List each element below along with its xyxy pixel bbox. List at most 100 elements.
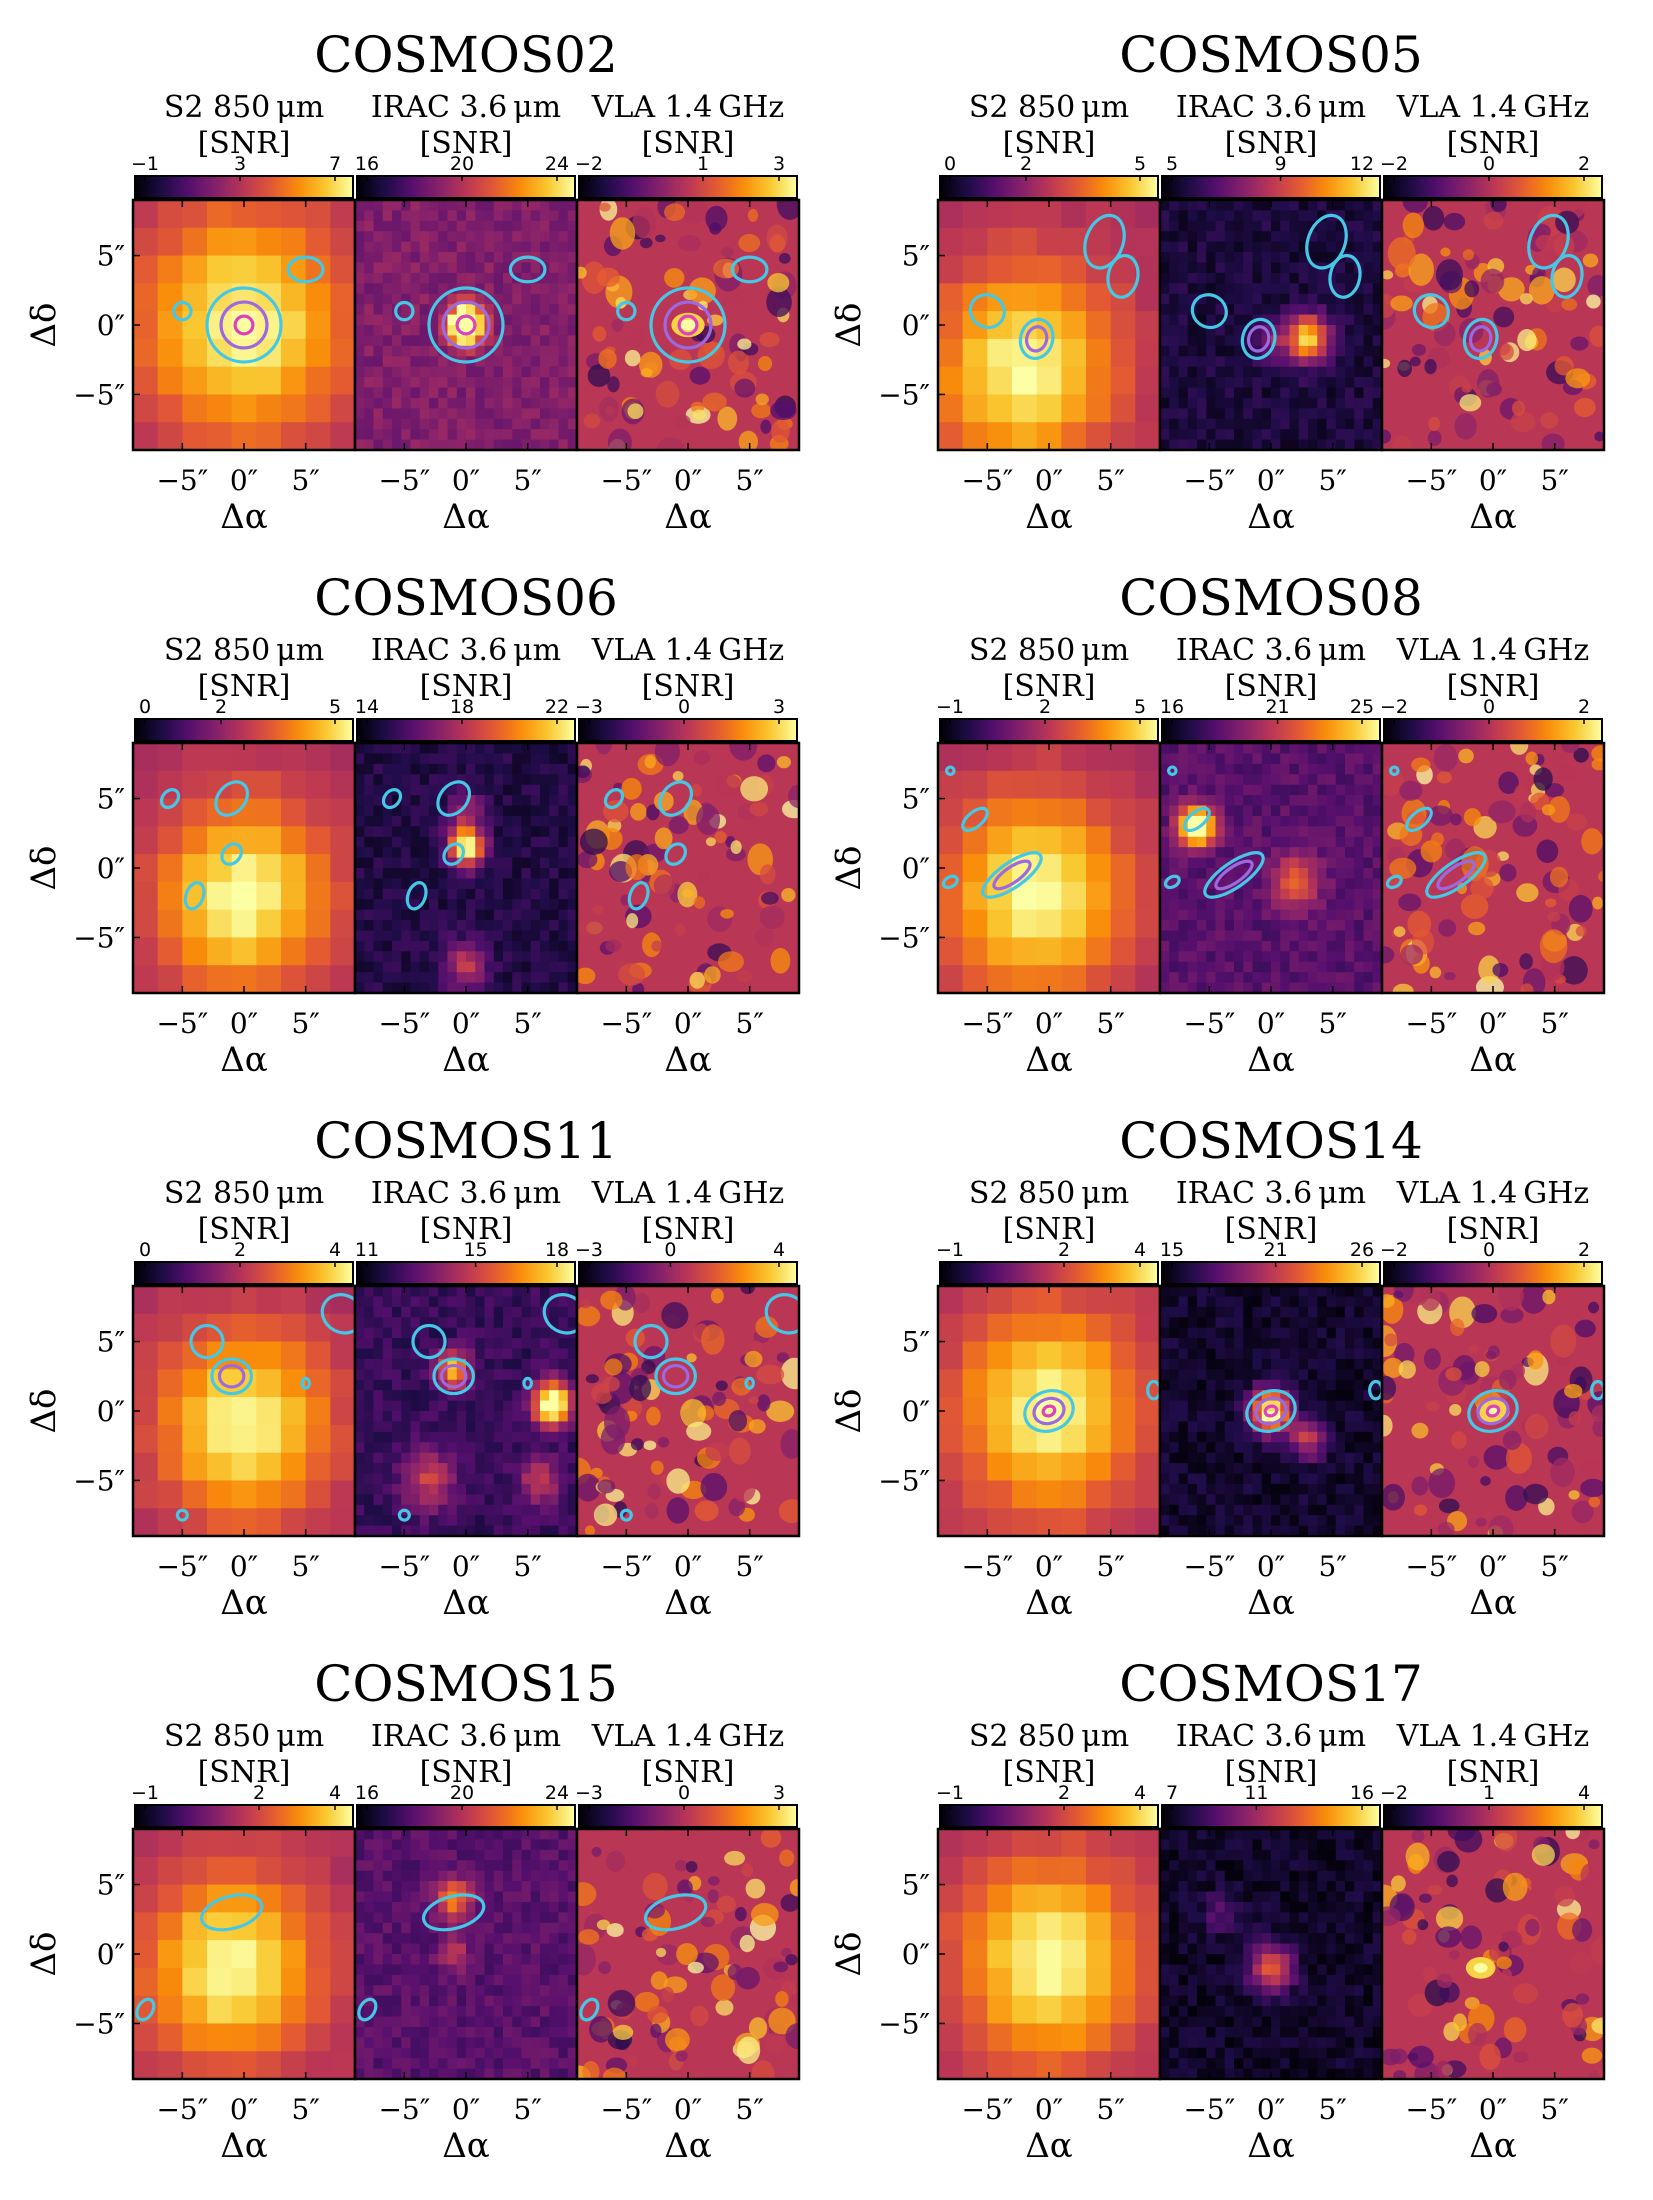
pixel — [392, 1411, 402, 1422]
pixel — [456, 335, 467, 347]
pixel — [1135, 909, 1160, 939]
pixel — [1261, 1296, 1272, 1308]
pixel — [1354, 220, 1364, 232]
pixel — [1308, 972, 1318, 983]
colorbar — [578, 1261, 798, 1285]
noise-blob — [1525, 751, 1538, 766]
pixel — [157, 200, 183, 229]
y-axis-label: Δδ — [24, 1388, 64, 1433]
pixel — [419, 1525, 430, 1536]
pixel — [1224, 1306, 1235, 1318]
pixel — [1197, 1473, 1207, 1485]
pixel — [549, 888, 559, 900]
pixel — [355, 961, 365, 973]
pixel — [182, 854, 208, 883]
pixel — [429, 1421, 439, 1433]
pixel — [1280, 1483, 1290, 1495]
pixel — [438, 293, 448, 305]
pixel — [1206, 283, 1216, 295]
noise-blob — [592, 325, 607, 342]
pixel — [558, 252, 569, 263]
pixel — [1135, 1480, 1160, 1509]
noise-blob — [1566, 813, 1588, 831]
noise-blob — [776, 1352, 790, 1363]
pixel — [549, 210, 559, 222]
pixel — [475, 439, 485, 450]
pixel — [1345, 1473, 1355, 1485]
pixel — [1271, 272, 1281, 284]
pixel — [521, 1483, 532, 1495]
pixel — [419, 951, 430, 963]
pixel — [401, 418, 411, 430]
pixel — [1326, 1525, 1337, 1536]
noise-blob — [776, 755, 791, 769]
pixel — [382, 241, 393, 253]
pixel — [1178, 272, 1189, 284]
colorbar — [356, 718, 576, 742]
pixel — [1215, 429, 1226, 440]
pixel — [207, 1397, 233, 1426]
pixel — [410, 262, 421, 274]
pixel — [1160, 982, 1170, 993]
pixel — [438, 857, 448, 869]
pixel — [1298, 857, 1309, 869]
pixel — [438, 408, 448, 420]
pixel — [1298, 815, 1309, 827]
pixel — [456, 387, 467, 399]
pixel — [1335, 1452, 1346, 1464]
pixel — [281, 1286, 307, 1315]
pixel — [540, 961, 550, 973]
pixel — [447, 366, 458, 378]
pixel — [466, 1515, 476, 1526]
pixel — [1169, 231, 1179, 243]
pixel — [1289, 283, 1300, 295]
colorbar-tick-label: 15 — [463, 1239, 487, 1261]
pixel — [1363, 272, 1374, 284]
pixel — [558, 805, 569, 817]
pixel — [231, 881, 257, 911]
pixel — [364, 1296, 374, 1308]
pixel — [447, 1338, 458, 1349]
noise-blob — [1406, 810, 1426, 825]
pixel — [540, 826, 550, 838]
pixel — [1234, 377, 1244, 388]
pixel — [938, 338, 964, 368]
pixel — [1317, 847, 1327, 858]
pixel — [410, 252, 421, 263]
pixel — [567, 408, 577, 420]
pixel — [392, 868, 402, 879]
pixel — [475, 1296, 485, 1308]
pixel — [382, 795, 393, 806]
pixel — [330, 1313, 355, 1343]
pixel — [392, 1400, 402, 1412]
pixel — [419, 774, 430, 786]
pixel — [475, 982, 485, 993]
pixel — [1160, 857, 1170, 869]
pixel — [1354, 1411, 1364, 1422]
pixel — [521, 210, 532, 222]
pixel — [1206, 272, 1216, 284]
pixel — [1354, 439, 1364, 450]
pixel — [1335, 210, 1346, 222]
contour-ellipse — [730, 255, 769, 284]
pixel — [484, 283, 495, 295]
pixel — [355, 418, 365, 430]
pixel — [447, 252, 458, 263]
pixel — [231, 255, 257, 284]
pixel — [1261, 356, 1272, 368]
x-tick-label: 0″ — [674, 1007, 702, 1040]
noise-blob — [1549, 866, 1569, 888]
pixel — [1160, 241, 1170, 253]
pixel — [1243, 753, 1253, 765]
pixel — [1160, 1504, 1170, 1516]
pixel — [305, 1397, 331, 1426]
pixel — [364, 878, 374, 890]
pixel — [1160, 795, 1170, 806]
pixel — [133, 338, 159, 368]
pixel — [484, 763, 495, 775]
pixel — [419, 1431, 430, 1443]
pixel — [456, 439, 467, 450]
pixel — [1178, 972, 1189, 983]
pixel — [567, 1515, 577, 1526]
pixel — [1012, 1313, 1038, 1343]
